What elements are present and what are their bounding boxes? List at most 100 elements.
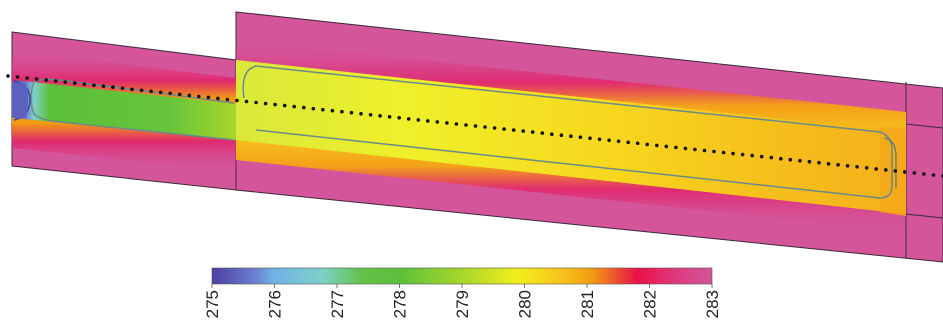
- centerline-dot: [53, 79, 58, 83]
- centerline-dot: [597, 137, 602, 142]
- centerline-dot: [454, 122, 459, 126]
- centerline-dot: [731, 151, 735, 156]
- centerline-dot: [225, 97, 230, 102]
- centerline-dot: [931, 173, 936, 177]
- centerline-dot: [397, 116, 402, 120]
- centerline-dot: [626, 140, 630, 145]
- centerline-dot: [111, 85, 115, 89]
- colorbar-tick-label: 283: [703, 290, 722, 318]
- centerline-dot: [578, 135, 583, 139]
- centerline-dot: [120, 86, 125, 90]
- colorbar-tick-label: 282: [641, 290, 660, 318]
- centerline-dot: [63, 80, 67, 84]
- centerline-dot: [740, 152, 745, 157]
- centerline-dot: [197, 94, 201, 99]
- colorbar-tick-label: 279: [453, 290, 472, 318]
- centerline-dot: [912, 171, 917, 175]
- centerline-dot: [473, 124, 478, 128]
- centerline-dot: [464, 123, 468, 127]
- colorbar-tick-label: 278: [391, 290, 410, 318]
- centerline-dot: [368, 113, 373, 117]
- dotted-centerline: [6, 74, 943, 178]
- centerline-dot: [616, 139, 621, 144]
- centerline-dot: [340, 109, 344, 114]
- centerline-dot: [845, 164, 850, 168]
- centerline-dot: [273, 102, 277, 107]
- centerline-dot: [759, 154, 764, 159]
- centerline-dot: [292, 104, 297, 109]
- centerline-dot: [798, 158, 802, 163]
- centerline-dot: [817, 160, 821, 165]
- left-cold-region: [12, 82, 28, 118]
- centerline-dot: [922, 172, 926, 176]
- centerline-dot: [321, 107, 325, 112]
- centerline-dot: [311, 106, 316, 111]
- centerline-dot: [349, 110, 354, 115]
- centerline-dot: [235, 98, 239, 103]
- centerline-dot: [826, 162, 831, 166]
- centerline-dot: [130, 87, 134, 92]
- centerline-dot: [149, 89, 153, 94]
- centerline-dot: [664, 144, 669, 149]
- centerline-dot: [416, 118, 421, 122]
- left-core-contour: [30, 81, 235, 141]
- centerline-dot: [435, 120, 440, 124]
- centerline-dot: [607, 138, 611, 143]
- centerline-dot: [406, 117, 411, 121]
- centerline-dot: [540, 131, 545, 135]
- colorbar-tick-label: 276: [266, 290, 285, 318]
- centerline-dot: [15, 75, 20, 79]
- centerline-dot: [807, 159, 812, 164]
- centerline-dot: [216, 96, 220, 101]
- colorbar-tick-label: 275: [203, 290, 222, 318]
- centerline-dot: [254, 100, 258, 105]
- centerline-dot: [82, 82, 87, 86]
- centerline-dot: [674, 145, 678, 150]
- centerline-dot: [330, 108, 335, 113]
- centerline-dot: [445, 121, 449, 125]
- centerline-dot: [683, 146, 688, 151]
- centerline-dot: [302, 105, 306, 110]
- centerline-dot: [263, 101, 268, 106]
- centerline-dot: [158, 90, 163, 95]
- centerline-dot: [530, 130, 535, 134]
- centerline-dot: [502, 127, 506, 131]
- centerline-dot: [702, 148, 707, 153]
- centerline-dot: [712, 149, 716, 154]
- centerline-dot: [378, 114, 382, 118]
- centerline-dot: [645, 142, 649, 147]
- centerline-dot: [588, 136, 592, 140]
- centerline-dot: [25, 76, 29, 80]
- centerline-dot: [492, 126, 497, 130]
- centerline-dot: [750, 153, 754, 158]
- centerline-dot: [387, 115, 392, 119]
- centerline-dot: [359, 112, 363, 116]
- centerline-dot: [836, 163, 840, 167]
- centerline-dot: [244, 99, 249, 104]
- centerline-dot: [92, 83, 96, 87]
- centerline-dot: [282, 103, 287, 108]
- centerline-dot: [187, 93, 192, 98]
- centerline-dot: [177, 92, 182, 97]
- centerline-dot: [168, 91, 172, 96]
- colorbar-ticks: 275 276 277 278 279 280 281 282 283: [203, 284, 722, 318]
- centerline-dot: [693, 147, 697, 152]
- colorbar: 275 276 277 278 279 280 281 282 283: [203, 267, 722, 318]
- centerline-dot: [44, 78, 48, 82]
- centerline-dot: [521, 129, 525, 133]
- centerline-dot: [903, 170, 907, 174]
- centerline-dot: [426, 119, 430, 123]
- right-inner-line: [905, 213, 943, 219]
- centerline-dot: [893, 169, 898, 173]
- colorbar-tick-label: 281: [578, 290, 597, 318]
- centerline-dot: [550, 132, 554, 136]
- centerline-dot: [874, 167, 878, 171]
- centerline-dot: [855, 165, 859, 169]
- centerline-dot: [6, 74, 10, 78]
- centerline-dot: [864, 166, 869, 170]
- centerline-dot: [569, 134, 573, 138]
- right-inner-line-2: [905, 123, 943, 129]
- colorbar-gradient: [211, 267, 713, 285]
- centerline-dot: [139, 88, 144, 93]
- right-core-contour-inner: [883, 137, 897, 188]
